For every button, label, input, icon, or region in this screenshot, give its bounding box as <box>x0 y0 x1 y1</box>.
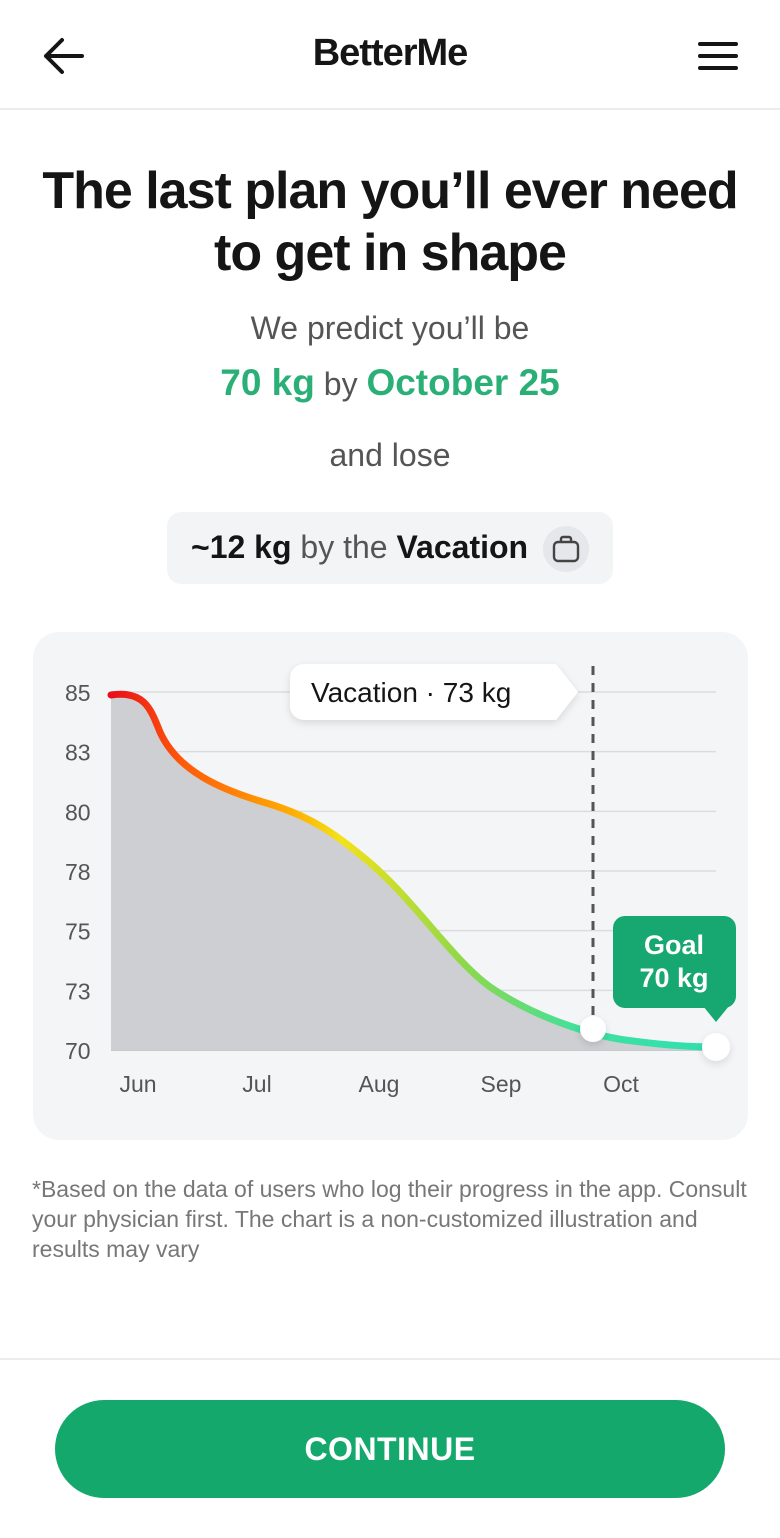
prediction-target: 70 kg by October 25 <box>0 362 780 404</box>
x-tick-label: Sep <box>481 1071 522 1097</box>
back-button[interactable] <box>38 32 88 80</box>
goal-tooltip <box>613 916 736 1022</box>
target-weight: 70 kg <box>220 362 315 403</box>
y-tick-label: 75 <box>65 919 91 945</box>
y-tick-label: 73 <box>65 978 91 1004</box>
lose-text: and lose <box>329 437 451 473</box>
disclaimer-text: *Based on the data of users who log thei… <box>32 1176 747 1262</box>
weight-chart: 85 83 80 78 75 73 70 Jun Jul Aug Sep Oct Vacation · … <box>65 664 736 1097</box>
x-tick-label: Aug <box>359 1071 400 1097</box>
event-by-the: by the <box>300 529 388 565</box>
target-by: by <box>323 366 358 402</box>
page-title: The last plan you’ll ever need to get in… <box>42 162 738 282</box>
vacation-tooltip <box>290 664 578 720</box>
prediction-intro: We predict you’ll be <box>250 310 530 346</box>
y-tick-label: 80 <box>65 799 91 825</box>
y-tick-label: 85 <box>65 680 91 706</box>
event-name: Vacation <box>396 529 529 565</box>
weight-line <box>107 690 720 1051</box>
y-tick-label: 83 <box>65 740 91 766</box>
menu-button[interactable] <box>694 36 742 76</box>
area-fill <box>111 694 716 1050</box>
arrow-left-icon <box>44 38 84 74</box>
goal-tooltip-title: Goal <box>644 930 704 960</box>
brand-logo: BetterMe <box>312 32 469 74</box>
goal-tooltip-value: 70 kg <box>639 963 708 993</box>
x-tick-label: Jul <box>242 1071 271 1097</box>
hamburger-menu-icon <box>698 42 738 70</box>
event-pill: ~12 kg by the Vacation <box>167 512 613 584</box>
suitcase-icon <box>543 526 589 572</box>
goal-point <box>702 1033 730 1061</box>
app-header: BetterMe <box>0 0 780 110</box>
x-tick-label: Jun <box>119 1071 156 1097</box>
weight-chart-card: 85 83 80 78 75 73 70 Jun Jul Aug Sep Oct Vacation · … <box>33 632 748 1140</box>
target-date: October 25 <box>366 362 560 403</box>
y-tick-label: 78 <box>65 859 91 885</box>
y-tick-label: 70 <box>65 1038 91 1064</box>
x-tick-label: Oct <box>603 1071 639 1097</box>
footer-divider <box>0 1358 780 1360</box>
vacation-point <box>580 1016 606 1042</box>
vacation-tooltip-label: Vacation · 73 kg <box>311 677 511 708</box>
event-amount: ~12 kg <box>191 529 292 565</box>
event-text: ~12 kg by the Vacation <box>191 529 528 566</box>
continue-button[interactable]: CONTINUE <box>55 1400 725 1498</box>
